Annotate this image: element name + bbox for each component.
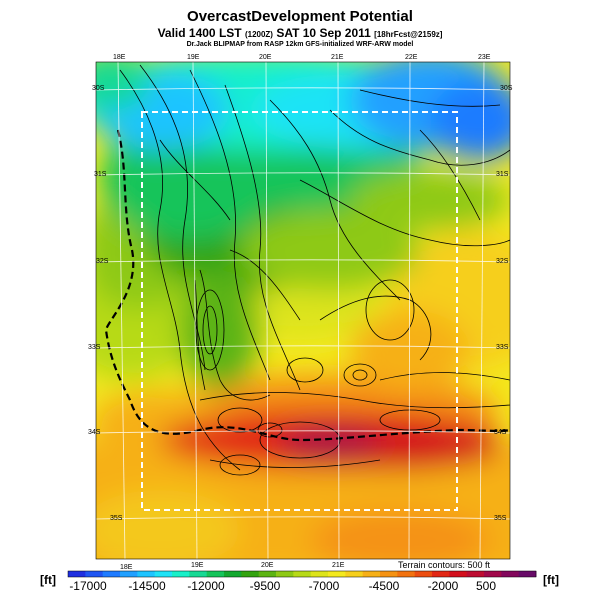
colorbar-tick-label: 500: [475, 579, 497, 593]
colorbar-swatch: [380, 571, 398, 577]
colorbar-swatch: [102, 571, 121, 577]
colorbar-swatch: [276, 571, 294, 577]
lon-label-top: 21E: [331, 54, 344, 61]
colorbar: [67, 570, 537, 578]
colorbar-swatch: [328, 571, 346, 577]
lat-label-left: 34S: [88, 429, 101, 436]
colorbar-border: [67, 570, 537, 578]
colorbar-units-left: [ft]: [40, 573, 56, 587]
lon-label-bottom: 20E: [261, 562, 274, 569]
lat-label-left: 30S: [92, 85, 105, 92]
colorbar-swatch: [466, 571, 485, 577]
colorbar-swatch: [501, 571, 520, 577]
chart-title: OvercastDevelopment Potential: [187, 8, 413, 25]
colorbar-swatch: [206, 571, 225, 577]
colorbar-swatch: [241, 571, 260, 577]
lon-label-bottom: 19E: [191, 562, 204, 569]
colorbar-swatch: [397, 571, 416, 577]
colorbar-units-right: [ft]: [543, 573, 559, 587]
lon-label-top: 20E: [259, 54, 272, 61]
inner-domain-box: [141, 111, 458, 511]
lat-label-right: 31S: [496, 171, 509, 178]
lon-label-top: 23E: [478, 54, 491, 61]
terrain-contours-note: Terrain contours: 500 ft: [398, 560, 491, 570]
lon-label-top: 22E: [405, 54, 418, 61]
lat-label-right: 35S: [494, 515, 507, 522]
terrain-contours: [119, 64, 510, 476]
colorbar-swatch: [258, 571, 277, 577]
colorbar-tick-label: -14500: [128, 579, 166, 593]
colorbar-tick-label: -9500: [249, 579, 281, 593]
colorbar-tick-label: -7000: [308, 579, 340, 593]
lon-label-bottom: 18E: [120, 564, 133, 571]
latlon-grid: [96, 62, 510, 559]
lat-label-right: 33S: [496, 344, 509, 351]
lat-label-left: 35S: [110, 515, 123, 522]
colorbar-swatch: [189, 571, 208, 577]
colorbar-swatch: [154, 571, 173, 577]
lon-label-top: 19E: [187, 54, 200, 61]
colorbar-swatch: [137, 571, 156, 577]
colorbar-swatch: [172, 571, 190, 577]
colorbar-tick-label: -12000: [187, 579, 225, 593]
colorbar-swatch: [449, 571, 468, 577]
lon-label-bottom: 21E: [332, 562, 345, 569]
valid-time-line: Valid 1400 LST (1200Z) SAT 10 Sep 2011 […: [0, 26, 600, 40]
colorbar-swatch: [310, 571, 329, 577]
valid-label: Valid 1400 LST: [157, 26, 242, 40]
lat-label-right: 30S: [500, 85, 513, 92]
colorbar-swatch: [120, 571, 138, 577]
colorbar-tick-label: -2000: [427, 579, 459, 593]
colorbar-swatch: [345, 571, 364, 577]
colorbar-swatch: [432, 571, 450, 577]
colorbar-swatch: [85, 571, 104, 577]
lat-label-left: 31S: [94, 171, 107, 178]
valid-date: SAT 10 Sep 2011: [276, 26, 371, 40]
colorbar-swatch: [518, 571, 537, 577]
lat-label-left: 33S: [88, 344, 101, 351]
colorbar-swatch: [484, 571, 502, 577]
valid-utc: (1200Z): [244, 30, 273, 39]
colorbar-swatch: [224, 571, 242, 577]
lat-label-right: 32S: [496, 258, 509, 265]
colorbar-swatch: [293, 571, 312, 577]
colorbar-tick-label: -4500: [368, 579, 400, 593]
color-field: [96, 62, 510, 559]
colorbar-tick-label: -17000: [69, 579, 107, 593]
colorbar-swatch: [414, 571, 433, 577]
map-frame: [95, 61, 511, 560]
lon-label-top: 18E: [113, 54, 126, 61]
colorbar-swatch: [68, 571, 86, 577]
model-credit: Dr.Jack BLIPMAP from RASP 12km GFS-initi…: [186, 41, 414, 48]
valid-forecast: [18hrFcst@2159z]: [374, 30, 443, 39]
lat-label-left: 32S: [96, 258, 109, 265]
colorbar-swatch: [362, 571, 381, 577]
coastline: [104, 129, 510, 442]
lat-label-right: 34S: [494, 429, 507, 436]
